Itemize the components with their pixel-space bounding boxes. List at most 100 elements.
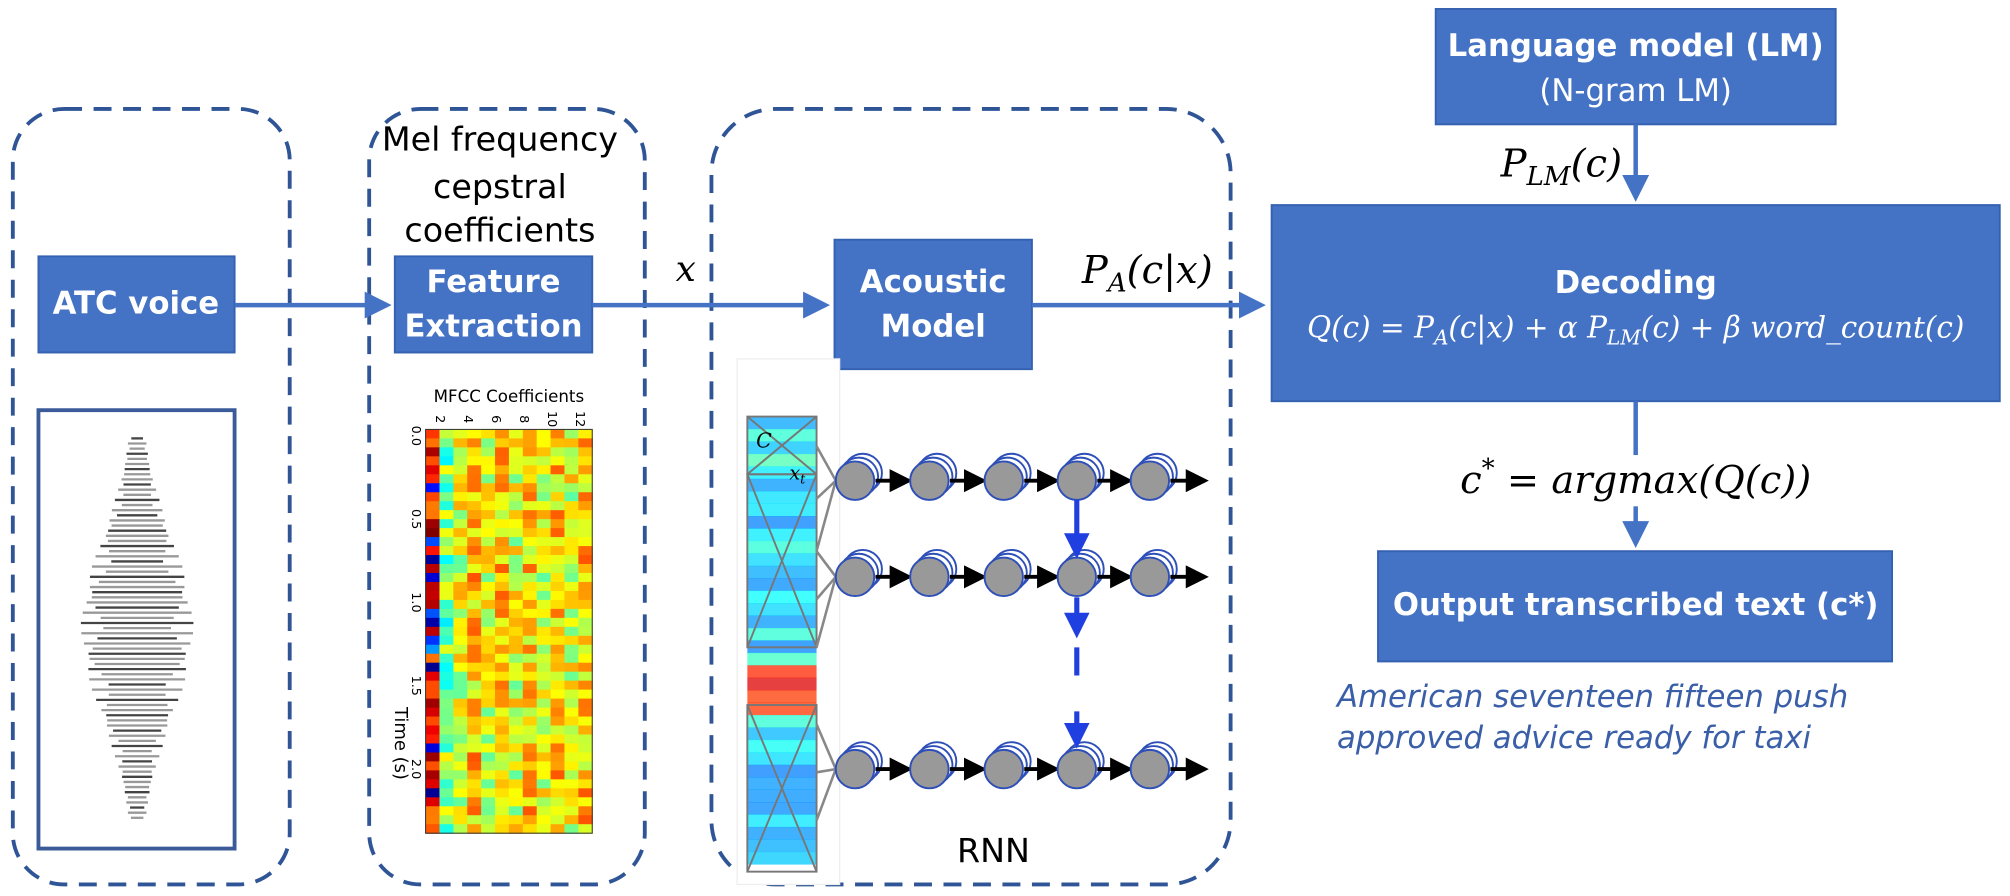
- heat-cell: [578, 546, 593, 556]
- heat-cell: [495, 474, 510, 484]
- spec-cell: [747, 441, 817, 455]
- heat-cell: [425, 815, 441, 825]
- heat-cell: [495, 716, 510, 727]
- heat-cell: [508, 564, 524, 574]
- heat-cell: [481, 537, 496, 547]
- heat-cell: [536, 438, 552, 448]
- heat-cell: [522, 788, 538, 798]
- feature-box: [393, 255, 594, 354]
- heat-cell: [522, 501, 538, 511]
- heat-cell: [481, 519, 496, 529]
- heat-cell: [439, 626, 455, 637]
- heat-cell: [550, 429, 566, 440]
- heat-cell: [578, 779, 593, 789]
- heat-cell: [536, 815, 552, 825]
- heat-cell: [439, 429, 455, 440]
- rnn-input-edge: [815, 723, 837, 770]
- heat-cell: [564, 429, 579, 440]
- heat-cell: [453, 546, 468, 556]
- heat-cell: [550, 590, 566, 601]
- acoustic-output-part: P: [1081, 248, 1109, 293]
- heat-cell: [508, 698, 524, 709]
- heat-cell: [564, 528, 579, 538]
- heat-cell: [536, 617, 552, 628]
- plot-x-tick: 2: [432, 415, 447, 423]
- heat-cell: [536, 680, 552, 691]
- heat-cell: [425, 806, 441, 816]
- heat-cell: [467, 761, 482, 772]
- spec-window: [746, 415, 818, 476]
- plot-y-tick: 0.5: [408, 509, 423, 529]
- heat-cell: [425, 734, 441, 745]
- heat-cell: [439, 824, 455, 834]
- heat-cell: [467, 581, 482, 592]
- heat-cell: [564, 599, 579, 610]
- heat-cell: [508, 806, 524, 816]
- heat-cell: [425, 537, 441, 547]
- heat-cell: [508, 519, 524, 529]
- heat-cell: [495, 465, 510, 475]
- plot-x-tick: 8: [516, 415, 531, 423]
- spec-cell: [747, 516, 817, 529]
- heat-cell: [439, 752, 455, 763]
- heat-cell: [439, 599, 455, 610]
- heat-cell: [425, 662, 441, 673]
- heat-cell: [536, 797, 552, 807]
- heat-cell: [522, 617, 538, 628]
- heat-cell: [564, 438, 579, 448]
- heat-cell: [425, 635, 441, 646]
- heat-cell: [481, 707, 496, 718]
- heat-cell: [564, 501, 579, 511]
- heat-cell: [508, 743, 524, 754]
- heat-cell: [467, 797, 482, 807]
- heat-cell: [453, 429, 468, 440]
- heat-cell: [481, 824, 496, 834]
- voice-label: ATC voice: [53, 286, 219, 322]
- rnn-input-edge: [815, 550, 837, 578]
- heat-cell: [550, 653, 566, 664]
- heat-cell: [550, 806, 566, 816]
- heat-cell: [453, 492, 468, 502]
- heat-cell: [425, 510, 441, 520]
- heat-cell: [453, 519, 468, 529]
- heat-cell: [495, 707, 510, 718]
- heat-cell: [495, 680, 510, 691]
- heat-cell: [578, 761, 593, 772]
- heat-cell: [522, 716, 538, 727]
- heat-cell: [495, 815, 510, 825]
- heat-cell: [425, 590, 441, 601]
- rnn-node: [983, 748, 1024, 790]
- heat-cell: [481, 788, 496, 798]
- heat-cell: [425, 698, 441, 709]
- heat-cell: [481, 743, 496, 754]
- heat-cell: [536, 662, 552, 673]
- heat-cell: [439, 734, 455, 745]
- heat-cell: [522, 510, 538, 520]
- heat-cell: [425, 743, 441, 754]
- heat-cell: [508, 653, 524, 664]
- acoustic-box: [833, 238, 1033, 371]
- heat-cell: [425, 788, 441, 798]
- spec-cell: [747, 752, 817, 766]
- heat-cell: [467, 707, 482, 718]
- decoding-formula-part: A: [1432, 325, 1448, 349]
- heat-cell: [495, 447, 510, 457]
- heat-cell: [425, 779, 441, 789]
- rnn-node: [1129, 748, 1171, 790]
- heat-cell: [550, 644, 566, 655]
- heat-cell: [564, 581, 579, 592]
- argmax: c* = argmax(Q(c)): [1460, 454, 1811, 503]
- x-label: x: [676, 249, 696, 290]
- heat-cell: [564, 564, 579, 574]
- heat-cell: [550, 438, 566, 448]
- heat-cell: [578, 438, 593, 448]
- heat-cell: [564, 698, 579, 709]
- heat-cell: [536, 528, 552, 538]
- heat-cell: [439, 662, 455, 673]
- heat-cell: [550, 447, 566, 457]
- heat-cell: [550, 510, 566, 520]
- plot-x-tick: 6: [488, 415, 503, 423]
- heat-cell: [467, 617, 482, 628]
- heat-cell: [522, 752, 538, 763]
- heat-cell: [467, 635, 482, 646]
